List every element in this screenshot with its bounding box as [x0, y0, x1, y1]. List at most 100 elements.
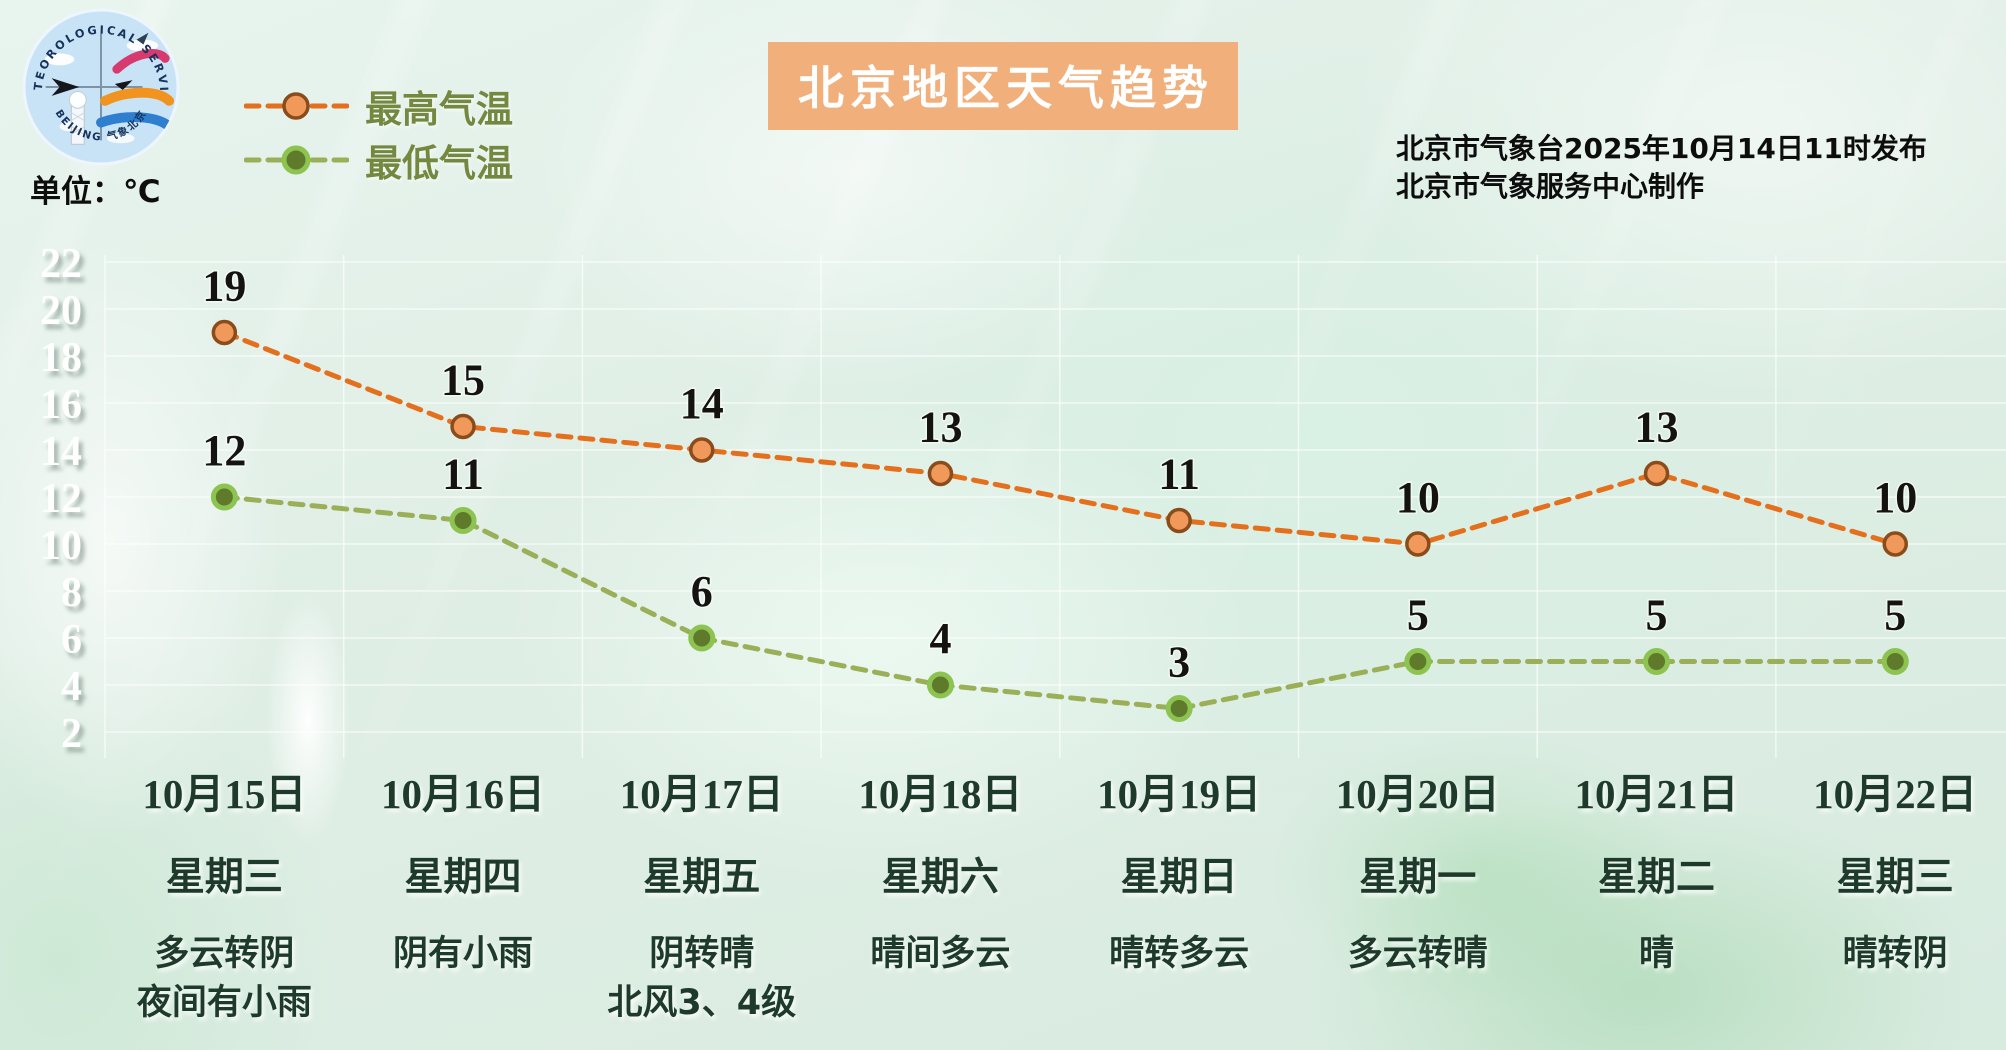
data-point-marker — [1882, 531, 1908, 557]
axis-date-label: 10月19日 — [1097, 771, 1262, 817]
y-tick-label: 8 — [61, 570, 82, 616]
legend-item-high-temp: 最高气温 — [244, 84, 513, 131]
y-tick-label: 10 — [40, 523, 82, 569]
data-point-label: 3 — [1168, 638, 1190, 687]
data-point-marker — [1165, 695, 1193, 722]
data-point-marker — [449, 507, 477, 534]
axis-date-label: 10月15日 — [142, 771, 307, 817]
axis-weather-label: 多云转晴 — [1298, 930, 1537, 979]
issued-line2: 北京市气象服务中心制作 — [1396, 170, 1705, 203]
axis-weekday-label: 星期六 — [881, 855, 999, 900]
legend-label: 最高气温 — [365, 88, 513, 131]
logo-small-arrow-icon — [114, 80, 133, 90]
y-tick-label: 2 — [61, 711, 82, 757]
axis-column-7: 10月21日 星期二晴 — [1537, 760, 1776, 1028]
axis-date-label: 10月18日 — [858, 771, 1023, 817]
axis-column-6: 10月20日 星期一 多云转晴 — [1298, 760, 1537, 1028]
data-point-label: 11 — [1158, 450, 1200, 499]
axis-column-8: 10月22日 星期三晴转阴 — [1776, 760, 2006, 1028]
data-point-label: 13 — [1635, 403, 1679, 452]
axis-weekday-label: 星期三 — [1836, 855, 1954, 900]
chart-title: 北京地区天气趋势 — [768, 42, 1238, 130]
axis-weekday-label: 星期二 — [1597, 855, 1715, 900]
axis-weather-line: 阴转晴 — [649, 934, 755, 974]
data-point-marker — [211, 319, 238, 346]
data-point-label: 13 — [918, 403, 962, 452]
axis-weather-line: 阴有小雨 — [393, 934, 534, 974]
data-point-marker — [1881, 648, 1909, 675]
axis-date-label: 10月21日 — [1574, 771, 1739, 817]
beijing-meteorological-service-logo: METEOROLOGICAL SERVICE BEIJING 气象北京 — [15, 0, 180, 166]
axis-column-2: 10月16日 星期四阴有小雨 — [344, 760, 583, 1028]
axis-weather-line: 晴转多云 — [1109, 934, 1250, 974]
chart-legend: 最高气温 最低气温 — [244, 84, 513, 185]
axis-weather-line: 多云转阴 — [154, 934, 295, 974]
axis-date-label: 10月17日 — [619, 771, 784, 817]
axis-weather-label: 晴转多云 — [1060, 930, 1299, 979]
legend-swatch-icon — [244, 92, 349, 120]
axis-column-5: 10月19日 星期日 晴转多云 — [1060, 760, 1299, 1028]
issued-line1: 北京市气象台2025年10月14日11时发布 — [1396, 132, 1927, 165]
y-tick-label: 14 — [40, 429, 82, 475]
data-point-label: 5 — [1884, 591, 1906, 640]
series-high-temp: 19 15 14 13 11 10 13 10 — [201, 260, 1919, 557]
data-point-label: 5 — [1646, 591, 1668, 640]
data-point-label: 10 — [1873, 473, 1917, 522]
series-low-temp: 12 11 6 4 3 5 5 5 — [201, 425, 1909, 722]
data-point-marker — [1643, 648, 1671, 675]
data-point-label: 6 — [691, 567, 713, 616]
axis-weather-line: 夜间有小雨 — [136, 983, 312, 1023]
data-point-marker — [689, 437, 715, 463]
data-point-label: 10 — [1396, 473, 1440, 522]
y-tick-label: 6 — [61, 617, 82, 663]
logo-ribbon-orange — [100, 87, 175, 106]
data-point-label: 4 — [929, 614, 951, 663]
axis-weather-line: 晴转阴 — [1842, 934, 1948, 974]
data-point-label: 14 — [680, 379, 724, 428]
axis-weather-line: 晴间多云 — [870, 934, 1011, 974]
data-point-marker — [1405, 531, 1431, 557]
data-point-label: 12 — [202, 426, 246, 475]
axis-column-4: 10月18日 星期六晴间多云 — [821, 760, 1060, 1028]
logo-ribbon-red — [112, 49, 170, 74]
axis-weekday-label: 星期一 — [1359, 855, 1477, 900]
data-point-label: 19 — [202, 262, 246, 311]
data-point-marker — [1404, 648, 1432, 675]
axis-column-1: 10月15日 星期三 多云转阴 夜间有小雨 — [105, 760, 344, 1028]
data-point-marker — [1643, 460, 1670, 487]
axis-weather-label: 晴 — [1537, 930, 1776, 979]
y-tick-label: 16 — [40, 382, 82, 428]
axis-weather-label: 晴间多云 — [821, 930, 1060, 979]
y-tick-label: 20 — [40, 288, 82, 334]
axis-weather-label: 阴有小雨 — [344, 930, 583, 979]
axis-weather-label: 阴转晴北风3、4级 — [582, 930, 821, 1028]
data-point-marker — [1166, 507, 1192, 534]
data-point-label: 5 — [1407, 591, 1429, 640]
axis-column-3: 10月17日 星期五 阴转晴 北风3、4级 — [582, 760, 821, 1028]
axis-weather-label: 晴转阴 — [1776, 930, 2006, 979]
issued-info: 北京市气象台2025年10月14日11时发布 北京市气象服务中心制作 — [1396, 130, 1927, 206]
legend-item-low-temp: 最低气温 — [244, 138, 513, 185]
axis-weekday-label: 星期四 — [404, 855, 522, 900]
grid — [104, 255, 2006, 758]
logo-radar-dome — [68, 90, 87, 109]
data-point-label: 15 — [441, 356, 485, 405]
axis-date-label: 10月22日 — [1813, 771, 1978, 817]
axis-date-label: 10月16日 — [381, 771, 546, 817]
logo-bird-icon — [136, 32, 149, 45]
legend-label: 最低气温 — [365, 142, 513, 185]
y-tick-label: 18 — [40, 335, 82, 381]
axis-weather-line: 晴 — [1638, 934, 1674, 974]
data-point-marker — [927, 460, 954, 487]
data-point-marker — [688, 624, 716, 652]
logo-arrow-icon — [51, 78, 80, 96]
axis-weather-line: 北风3、4级 — [607, 983, 797, 1023]
logo-icon: METEOROLOGICAL SERVICE BEIJING 气象北京 — [15, 0, 180, 166]
data-point-label: 11 — [442, 450, 484, 499]
data-point-marker — [926, 671, 954, 699]
axis-weather-label: 多云转阴 夜间有小雨 — [105, 930, 344, 1028]
axis-weather-line: 多云转晴 — [1347, 934, 1488, 974]
